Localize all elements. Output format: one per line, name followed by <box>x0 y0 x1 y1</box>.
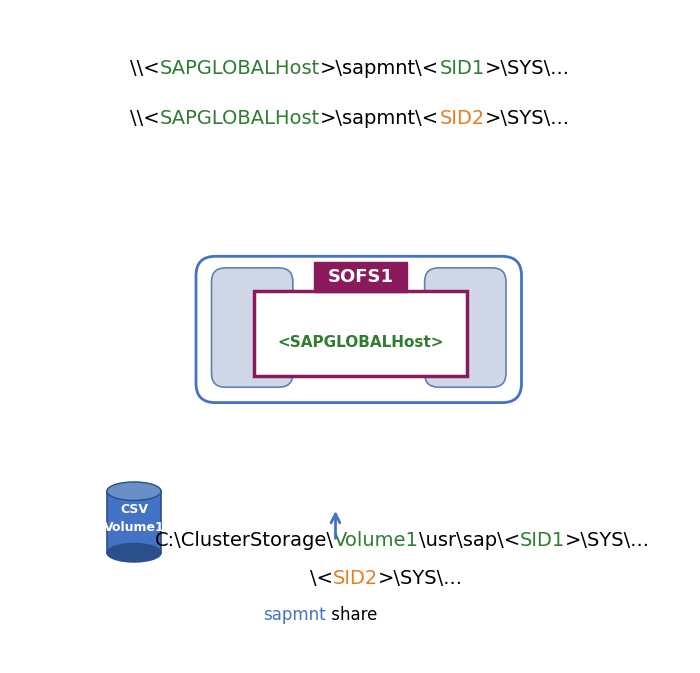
Text: >\sapmnt\<: >\sapmnt\< <box>321 108 440 127</box>
FancyBboxPatch shape <box>314 262 407 291</box>
Text: >\sapmnt\<: >\sapmnt\< <box>321 59 440 77</box>
Text: C:\ClusterStorage\: C:\ClusterStorage\ <box>155 532 334 551</box>
Text: SAPGLOBALHost: SAPGLOBALHost <box>160 59 321 77</box>
Text: SID2: SID2 <box>440 108 484 127</box>
FancyBboxPatch shape <box>107 491 161 553</box>
Ellipse shape <box>107 544 161 562</box>
Text: SAPGLOBALHost: SAPGLOBALHost <box>160 108 321 127</box>
Text: share: share <box>326 606 377 624</box>
Text: >\SYS\...: >\SYS\... <box>484 59 570 77</box>
Ellipse shape <box>107 482 161 501</box>
Text: >\SYS\...: >\SYS\... <box>566 532 650 551</box>
FancyBboxPatch shape <box>211 268 293 387</box>
Text: >\SYS\...: >\SYS\... <box>378 569 463 588</box>
Text: \\<: \\< <box>130 108 160 127</box>
Text: SID2: SID2 <box>333 569 378 588</box>
Text: \usr\sap\<: \usr\sap\< <box>419 532 520 551</box>
Text: SID1: SID1 <box>520 532 566 551</box>
FancyBboxPatch shape <box>254 291 468 376</box>
FancyBboxPatch shape <box>196 256 522 402</box>
Text: Volume1: Volume1 <box>334 532 419 551</box>
Text: SID1: SID1 <box>440 59 484 77</box>
Text: \\<: \\< <box>130 59 160 77</box>
Text: sapmnt: sapmnt <box>263 606 326 624</box>
Text: >\SYS\...: >\SYS\... <box>484 108 570 127</box>
FancyBboxPatch shape <box>425 268 506 387</box>
Text: <SAPGLOBALHost>: <SAPGLOBALHost> <box>277 335 444 350</box>
Text: \<: \< <box>310 569 333 588</box>
Text: SOFS1: SOFS1 <box>328 268 393 286</box>
Text: CSV
Volume1: CSV Volume1 <box>104 503 164 534</box>
